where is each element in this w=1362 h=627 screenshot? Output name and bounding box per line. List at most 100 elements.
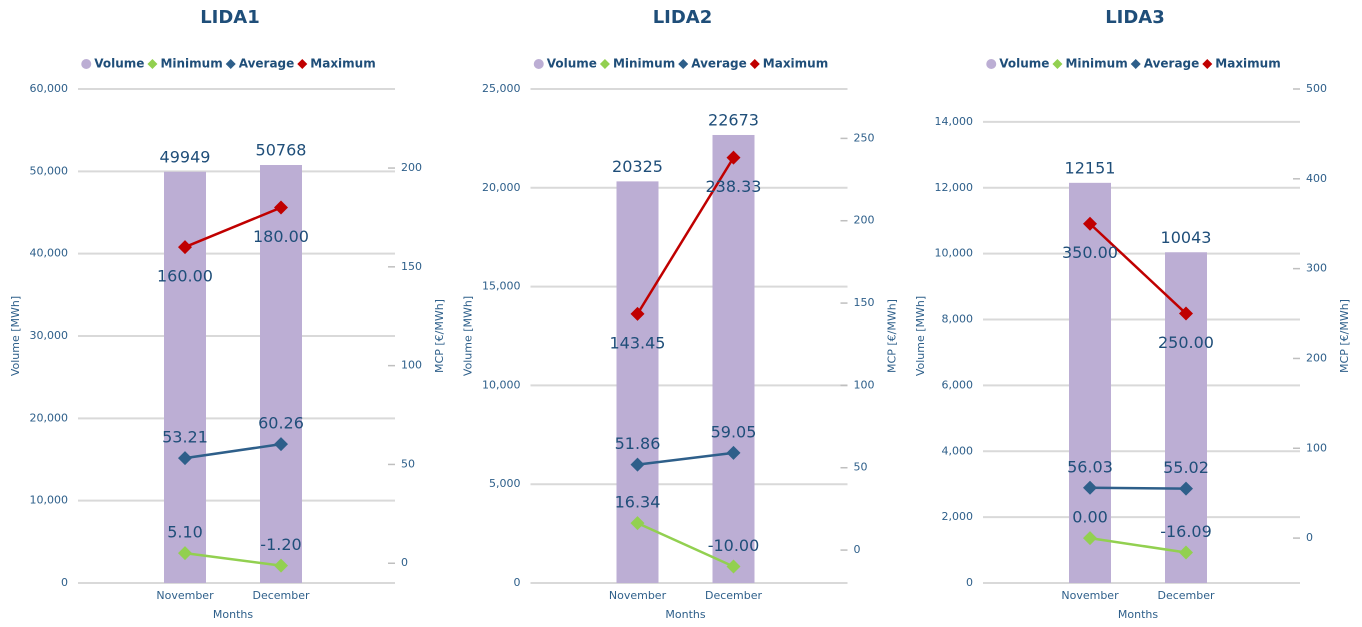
point-label: -16.09 — [1160, 522, 1212, 541]
bar-label: 50768 — [256, 141, 307, 160]
y-tick-label: 50,000 — [30, 164, 69, 177]
line-marker — [630, 516, 645, 531]
y-tick-label: 10,000 — [30, 494, 69, 507]
y-tick-label: 40,000 — [30, 247, 69, 260]
point-label: 0.00 — [1072, 508, 1108, 527]
bar-label: 12151 — [1065, 158, 1116, 177]
line — [184, 442, 282, 460]
y-tick-label: 4,000 — [942, 444, 974, 457]
legend-label: Average — [691, 57, 747, 71]
bar — [1069, 182, 1111, 583]
line-marker — [630, 306, 645, 321]
y2-tick-label: 200 — [1306, 351, 1327, 364]
y2-tick-label: 50 — [854, 461, 868, 474]
line-marker — [1083, 531, 1097, 546]
y-tick-label: 20,000 — [30, 411, 69, 424]
legend-label: Volume — [94, 57, 144, 71]
point-label: 350.00 — [1062, 243, 1118, 262]
point-label: 60.26 — [258, 414, 304, 433]
line — [1089, 222, 1187, 315]
line-marker — [178, 240, 192, 255]
legend-marker — [599, 59, 610, 69]
line-marker — [630, 457, 645, 472]
y-tick-label: 30,000 — [30, 329, 69, 342]
legend-label: Average — [239, 57, 295, 71]
bar-label: 49949 — [160, 147, 211, 166]
point-label: 5.10 — [167, 523, 203, 542]
point-label: -10.00 — [708, 536, 760, 555]
y2-tick-label: 0 — [401, 556, 408, 569]
point-label: 160.00 — [157, 267, 213, 286]
point-label: 59.05 — [711, 422, 757, 441]
x-axis-title: Months — [665, 608, 705, 621]
x-tick-label: December — [705, 589, 763, 602]
y-tick-label: 25,000 — [482, 82, 521, 95]
x-axis-title: Months — [1118, 608, 1158, 621]
y2-tick-label: 400 — [1306, 172, 1327, 185]
x-tick-label: November — [156, 589, 214, 602]
x-tick-label: November — [1061, 589, 1119, 602]
y-axis-title: Volume [MWh] — [914, 296, 927, 376]
y-tick-label: 0 — [514, 576, 521, 589]
x-tick-label: November — [609, 589, 667, 602]
line-marker — [726, 150, 741, 165]
y2-tick-label: 100 — [1306, 441, 1327, 454]
bar — [616, 181, 659, 584]
line — [637, 451, 734, 466]
x-tick-label: December — [1157, 589, 1215, 602]
bar — [712, 134, 755, 584]
legend-marker — [749, 59, 760, 69]
point-label: 143.45 — [610, 333, 666, 352]
line — [1089, 536, 1187, 554]
chart-title: LIDA2 — [653, 7, 713, 28]
legend-label: Maximum — [310, 57, 375, 71]
y-tick-label: 12,000 — [935, 181, 974, 194]
legend-marker — [81, 59, 92, 69]
line-marker — [178, 451, 192, 466]
legend-label: Maximum — [1215, 57, 1280, 71]
y2-tick-label: 0 — [1306, 531, 1313, 544]
point-label: 250.00 — [1158, 333, 1214, 352]
line — [636, 522, 735, 568]
line — [636, 156, 735, 315]
y2-tick-label: 150 — [854, 296, 875, 309]
legend-marker — [1202, 59, 1213, 69]
y2-tick-label: 300 — [1306, 262, 1327, 275]
point-label: 16.34 — [615, 493, 661, 512]
legend-marker — [1130, 59, 1141, 69]
legend-marker — [986, 59, 997, 69]
point-label: 55.02 — [1163, 458, 1209, 477]
legend-marker — [147, 59, 158, 69]
legend-marker — [1052, 59, 1063, 69]
y2-tick-label: 100 — [401, 359, 422, 372]
line-marker — [1179, 545, 1193, 560]
legend-label: Minimum — [1065, 57, 1127, 71]
line-marker — [1179, 481, 1193, 496]
legend-label: Volume — [999, 57, 1049, 71]
y2-axis-title: MCP [€/MWh] — [1338, 299, 1351, 373]
point-label: 238.33 — [706, 177, 762, 196]
y2-axis-title: MCP [€/MWh] — [433, 299, 446, 373]
point-label: 53.21 — [162, 428, 208, 447]
y2-tick-label: 100 — [854, 378, 875, 391]
line-marker — [1083, 480, 1097, 495]
bar — [164, 171, 206, 583]
bar-label: 20325 — [612, 157, 663, 176]
y-tick-label: 5,000 — [489, 477, 521, 490]
legend-label: Minimum — [160, 57, 222, 71]
y-tick-label: 20,000 — [482, 181, 521, 194]
line-marker — [274, 558, 288, 573]
y2-tick-label: 250 — [854, 131, 875, 144]
y2-tick-label: 200 — [854, 214, 875, 227]
legend-marker — [678, 59, 689, 69]
y-tick-label: 6,000 — [942, 378, 974, 391]
legend-marker — [225, 59, 236, 69]
point-label: 56.03 — [1067, 457, 1113, 476]
y-axis-title: Volume [MWh] — [9, 296, 22, 376]
legend-label: Volume — [547, 57, 597, 71]
line — [184, 551, 282, 567]
bar-label: 22673 — [708, 110, 759, 129]
y2-tick-label: 500 — [1306, 82, 1327, 95]
point-label: 51.86 — [615, 434, 661, 453]
